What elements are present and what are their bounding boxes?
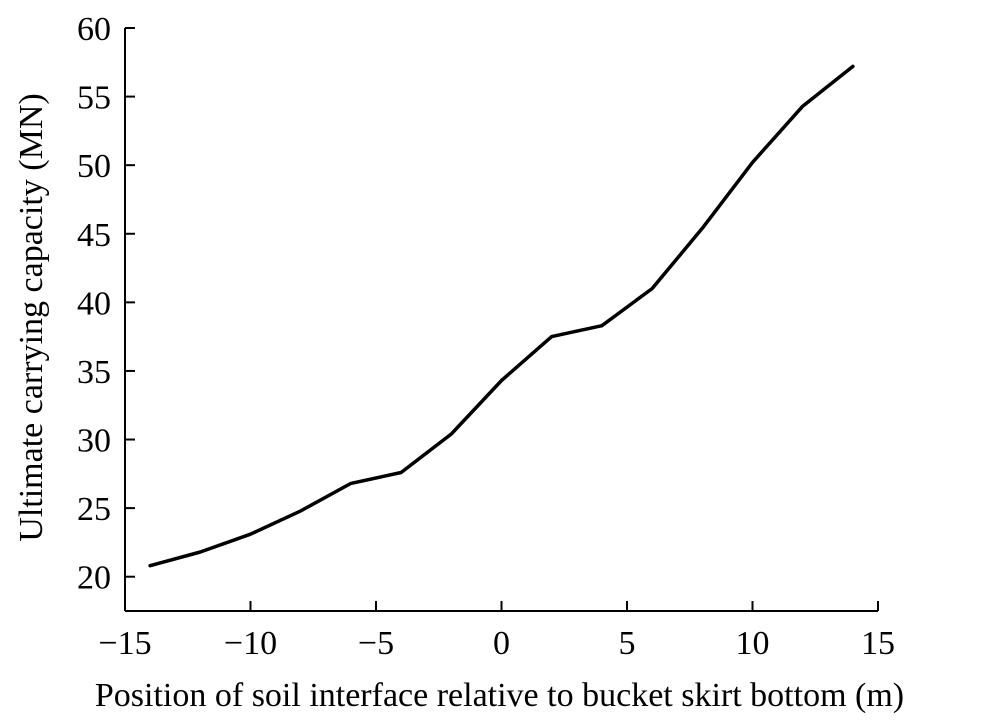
y-axis-title: Ultimate carrying capacity (MN) <box>13 93 50 541</box>
y-ticks: 20 25 30 35 40 45 50 55 60 <box>77 11 135 597</box>
series-line <box>148 64 855 568</box>
x-tick-label: 10 <box>736 625 770 662</box>
series-group <box>148 64 855 568</box>
y-tick-label: 25 <box>77 491 111 528</box>
axes <box>124 28 878 612</box>
y-tick-label: 55 <box>77 80 111 117</box>
y-tick-label: 20 <box>77 560 111 597</box>
y-tick-label: 50 <box>77 148 111 185</box>
y-tick-label: 45 <box>77 217 111 254</box>
x-axis-title: Position of soil interface relative to b… <box>95 677 904 714</box>
x-ticks: −15 −10 −5 0 5 10 15 <box>98 601 895 662</box>
y-tick-label: 30 <box>77 423 111 460</box>
y-tick-label: 35 <box>77 354 111 391</box>
x-tick-label: −10 <box>224 625 277 662</box>
x-tick-label: 0 <box>493 625 510 662</box>
y-tick-label: 60 <box>77 11 111 48</box>
x-tick-label: −5 <box>358 625 394 662</box>
x-tick-label: 5 <box>619 625 636 662</box>
y-tick-label: 40 <box>77 285 111 322</box>
x-tick-label: −15 <box>98 625 151 662</box>
x-tick-label: 15 <box>861 625 895 662</box>
